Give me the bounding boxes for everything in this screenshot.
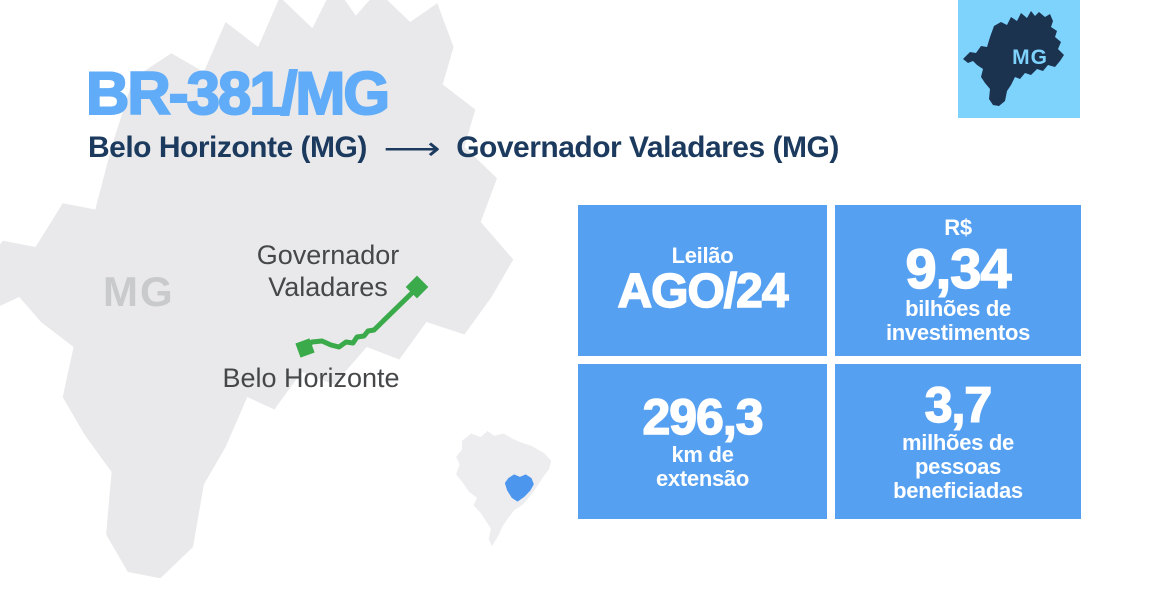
stat-value: AGO/24 [617, 265, 790, 319]
stat-sublabel: milhões de pessoas beneficiadas [893, 429, 1023, 504]
mg-state-shape-large [0, 0, 514, 579]
stat-sublabel: bilhões de investimentos [885, 295, 1031, 346]
route-to-label: Governador Valadares (MG) [456, 131, 839, 164]
right-arrow-icon: ⟶ [383, 130, 440, 166]
page-title: BR-381/MG [85, 59, 391, 128]
mg-state-shape-badge [963, 11, 1064, 106]
stat-card-beneficiadas: 3,7 milhões de pessoas beneficiadas [835, 364, 1081, 519]
route-from-label: Belo Horizonte (MG) [88, 131, 367, 164]
mg-state-badge: MG [958, 0, 1080, 118]
brazil-mg-highlight [504, 474, 534, 502]
destination-city-label: Governador Valadares [256, 240, 400, 303]
mg-state-label: MG [103, 268, 175, 315]
stat-value: 3,7 [924, 376, 993, 433]
stat-prefix: R$ [944, 214, 972, 240]
badge-state-label: MG [1012, 46, 1048, 69]
stat-card-leilao: Leilão AGO/24 [578, 205, 827, 356]
stat-sublabel: km de extensão [656, 441, 749, 491]
brazil-minimap [448, 426, 564, 550]
origin-city-label: Belo Horizonte [222, 363, 400, 393]
stat-value: 9,34 [905, 236, 1013, 300]
route-subtitle: Belo Horizonte (MG) ⟶ Governador Valadar… [88, 129, 839, 167]
stat-card-extensao: 296,3 km de extensão [578, 364, 827, 519]
stat-card-investimentos: R$ 9,34 bilhões de investimentos [835, 205, 1081, 356]
stat-label: Leilão [671, 242, 734, 268]
mg-state-map-silhouette [0, 0, 573, 597]
stat-cards-grid: Leilão AGO/24 R$ 9,34 bilhões de investi… [578, 205, 1081, 519]
stat-value: 296,3 [642, 388, 765, 445]
brazil-shape [456, 430, 552, 547]
